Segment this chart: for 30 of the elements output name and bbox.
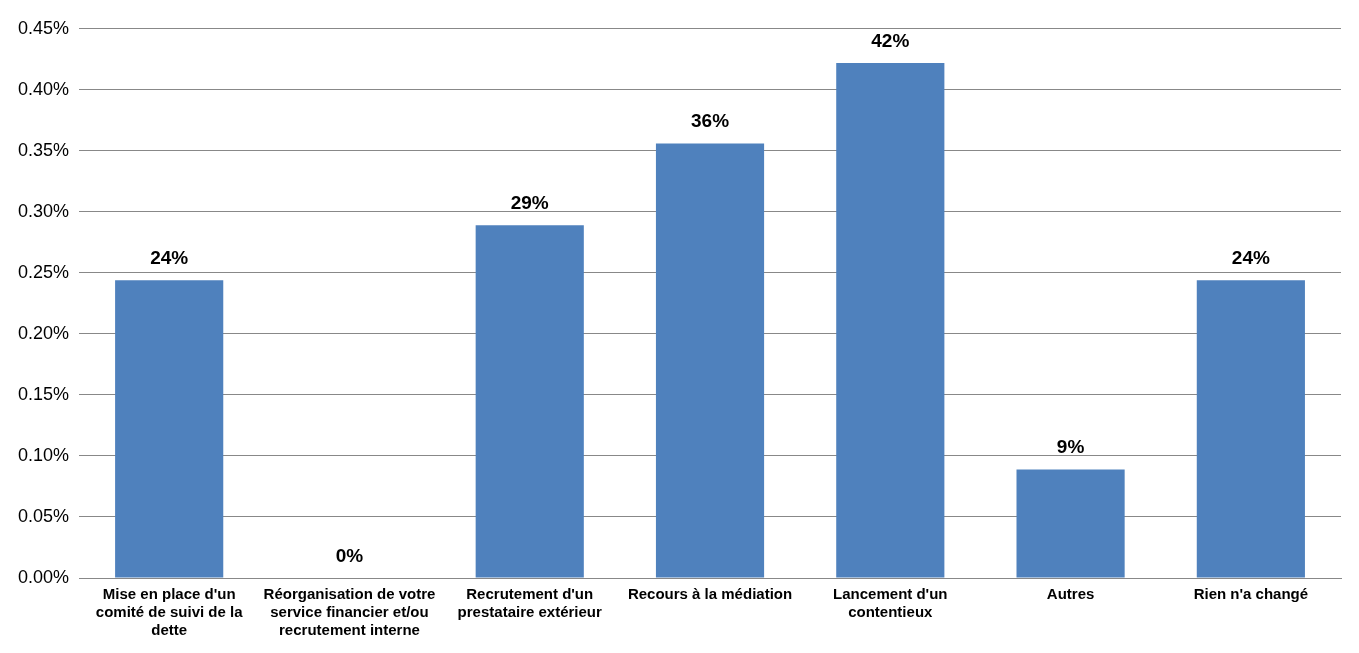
- y-tick-label: 0.25%: [17, 261, 70, 282]
- x-tick-label: Rien n'a changé: [1193, 585, 1309, 603]
- bar: [836, 62, 945, 578]
- y-tick-label: 0.30%: [17, 200, 70, 221]
- y-tick-label: 0.20%: [17, 322, 70, 343]
- y-tick-label: 0.40%: [17, 78, 70, 99]
- data-label: 0%: [335, 544, 364, 566]
- x-tick-label: Lancement d'un contentieux: [833, 585, 948, 621]
- x-tick-label: Autres: [1046, 585, 1095, 603]
- y-tick-label: 0.35%: [17, 139, 70, 160]
- data-label: 36%: [691, 110, 730, 132]
- x-tick-label: Recrutement d'un prestataire extérieur: [457, 585, 603, 621]
- data-label: 29%: [510, 192, 549, 214]
- y-tick-label: 0.15%: [17, 383, 70, 404]
- data-label: 9%: [1056, 436, 1085, 458]
- y-tick-label: 0.45%: [17, 17, 70, 38]
- bar: [475, 225, 584, 578]
- x-tick-label: Mise en place d'un comité de suivi de la dette: [95, 585, 244, 639]
- data-label: 24%: [150, 246, 189, 268]
- data-label: 42%: [871, 29, 910, 51]
- bar: [1016, 469, 1125, 578]
- data-label: 24%: [1231, 246, 1270, 268]
- x-tick-label: Recours à la médiation: [627, 585, 793, 603]
- bar: [115, 280, 224, 578]
- y-tick-label: 0.05%: [17, 505, 70, 526]
- y-tick-label: 0.10%: [17, 444, 70, 465]
- x-tick-label: Réorganisation de votre service financier et/ou recrutement interne: [263, 585, 436, 639]
- bar: [1196, 280, 1305, 578]
- y-tick-label: 0.00%: [17, 566, 70, 587]
- bar: [655, 143, 765, 578]
